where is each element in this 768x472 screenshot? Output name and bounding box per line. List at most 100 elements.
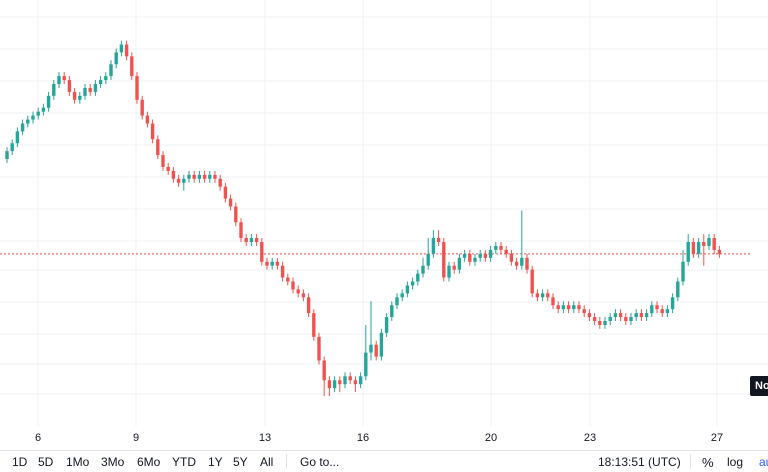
candle-body <box>400 293 404 298</box>
candle <box>322 356 326 397</box>
candle <box>587 309 592 321</box>
candle <box>83 84 87 100</box>
candle <box>473 253 477 266</box>
auto-scale-toggle[interactable]: au <box>759 455 768 469</box>
candle <box>317 332 321 365</box>
range-1d-button[interactable]: 1D <box>12 455 28 469</box>
candle <box>187 170 191 183</box>
candle <box>202 170 207 183</box>
candle <box>166 163 170 175</box>
candle-body <box>592 317 597 321</box>
percent-scale-toggle[interactable]: % <box>702 455 714 470</box>
range-ytd-button[interactable]: YTD <box>172 455 196 469</box>
candle <box>41 103 46 116</box>
candle <box>98 76 103 88</box>
candle-body <box>353 380 358 385</box>
candle-body <box>46 95 51 108</box>
candle <box>218 174 222 191</box>
candle <box>93 80 98 96</box>
candle-body <box>332 380 337 389</box>
candle-body <box>702 242 706 246</box>
candle-body <box>374 344 378 357</box>
candle <box>681 249 685 286</box>
candle-body <box>239 222 243 239</box>
candle-body <box>535 293 540 298</box>
range-3mo-button[interactable]: 3Mo <box>101 455 125 469</box>
range-1y-button[interactable]: 1Y <box>208 455 223 469</box>
candle <box>655 301 659 314</box>
log-scale-toggle[interactable]: log <box>727 455 744 469</box>
utc-clock: 18:13:51 (UTC) <box>598 455 681 469</box>
candle <box>192 170 196 183</box>
range-all-button[interactable]: All <box>260 455 274 469</box>
candle-body <box>540 293 545 298</box>
candle-body <box>717 249 722 254</box>
candle <box>358 372 363 389</box>
chart-grid <box>0 0 768 426</box>
candle <box>46 91 51 112</box>
candle-body <box>150 123 155 140</box>
candle-body <box>265 261 269 266</box>
candle-body <box>312 313 316 337</box>
candle <box>556 301 560 314</box>
candle-body <box>145 115 150 124</box>
candle <box>228 194 233 211</box>
candle-body <box>78 95 82 100</box>
candle <box>629 313 633 325</box>
candle-body <box>686 242 690 262</box>
candle-body <box>447 265 451 278</box>
candle <box>644 309 649 321</box>
range-1mo-button[interactable]: 1Mo <box>66 455 90 469</box>
candle <box>509 249 514 266</box>
candle-body <box>499 245 503 250</box>
candle <box>691 238 696 258</box>
candle <box>62 72 66 84</box>
candle-body <box>488 249 493 258</box>
candle <box>197 170 202 183</box>
candle-body <box>223 186 228 199</box>
candle <box>57 72 61 88</box>
candle-body <box>639 313 644 318</box>
bottom-toolbar: 1D 5D 1Mo 3Mo 6Mo YTD 1Y 5Y All Go to...… <box>0 450 768 472</box>
candle-body <box>395 297 399 306</box>
candle <box>265 257 269 270</box>
candle <box>592 313 597 325</box>
candle-body <box>322 360 326 381</box>
candle <box>405 281 410 298</box>
candle <box>483 249 488 262</box>
candle <box>494 242 498 254</box>
candle <box>369 301 373 361</box>
candle <box>546 289 550 302</box>
candle <box>130 52 134 81</box>
candle <box>234 202 238 227</box>
candle <box>660 305 664 318</box>
candle-body <box>707 238 711 246</box>
candle <box>478 249 482 262</box>
candle <box>291 277 295 294</box>
candle-body <box>296 289 300 294</box>
candle-body <box>462 253 467 258</box>
candlestick-chart[interactable]: 6 9 13 16 20 23 27 No <box>0 0 768 450</box>
candle-body <box>566 305 571 310</box>
range-5d-button[interactable]: 5D <box>38 455 54 469</box>
candle-body <box>166 166 170 171</box>
candle <box>182 174 186 191</box>
candle-body <box>67 80 72 92</box>
candle-body <box>358 376 363 385</box>
candle-body <box>10 143 14 152</box>
candle-body <box>452 265 456 270</box>
candle-body <box>52 84 56 96</box>
chart-canvas[interactable]: 6 9 13 16 20 23 27 <box>0 0 768 450</box>
candle <box>124 40 129 61</box>
range-6mo-button[interactable]: 6Mo <box>137 455 161 469</box>
candle <box>712 234 716 254</box>
goto-date-button[interactable]: Go to... <box>300 455 340 469</box>
candle-body <box>587 313 592 318</box>
candle <box>114 48 118 69</box>
range-5y-button[interactable]: 5Y <box>233 455 248 469</box>
x-axis-tick-label: 16 <box>357 432 369 444</box>
candle-body <box>712 238 716 250</box>
candle <box>374 340 378 361</box>
candle <box>88 84 92 96</box>
candle <box>468 249 472 266</box>
